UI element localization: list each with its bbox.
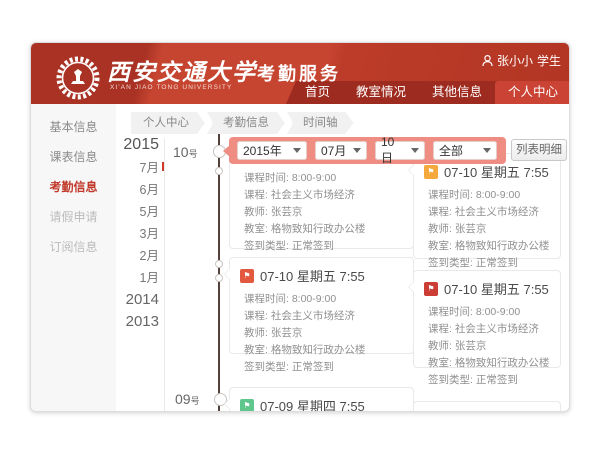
card-title: 07-10 星期五 7:55 — [444, 282, 549, 297]
card-field: 课程时间: 8:00-9:00 — [428, 306, 521, 318]
current-month-marker — [162, 162, 164, 171]
card-arrow — [408, 281, 414, 293]
chevron-down-icon — [483, 148, 491, 157]
tab-other-info[interactable]: 其他信息 — [431, 85, 482, 99]
breadcrumb-timeline[interactable]: 时间轴 — [287, 112, 354, 134]
user-role: 学生 — [536, 54, 561, 68]
sidebar-item-schedule-info[interactable]: 课表信息 — [49, 150, 98, 164]
breadcrumb-personal-center[interactable]: 个人中心 — [131, 112, 205, 134]
card-field: 课程: 社会主义市场经济 — [244, 189, 355, 201]
scale-month-mar[interactable]: 3月 — [139, 227, 159, 241]
scale-month-jun[interactable]: 6月 — [139, 183, 159, 197]
tab-home[interactable]: 首页 — [304, 85, 330, 99]
sidebar-item-attendance-info[interactable]: 考勤信息 — [49, 180, 98, 194]
card-title: 07-10 星期五 7:55 — [260, 269, 365, 284]
card-field: 教室: 格物致知行政办公楼 — [244, 223, 366, 235]
card-title: 07-10 星期五 7:55 — [444, 165, 549, 180]
card-field: 签到类型: 正常签到 — [244, 361, 334, 373]
scale-year-2014[interactable]: 2014 — [125, 291, 159, 308]
card-field: 签到类型: 正常签到 — [244, 240, 334, 252]
card-field: 教室: 格物致知行政办公楼 — [244, 344, 366, 356]
sidebar-item-leave-request[interactable]: 请假申请 — [49, 210, 98, 224]
signin-status-icon: ⚑ — [240, 398, 254, 411]
timeline-scale: 2015 7月 6月 5月 3月 2月 1月 2014 2013 — [91, 133, 159, 333]
person-icon — [482, 54, 493, 66]
attendance-card-3: ⚑ 07-10 星期五 7:55 课程时间: 8:00-9:00 课程: 社会主… — [224, 257, 414, 373]
chevron-down-icon — [293, 148, 301, 157]
card-field: 课程时间: 8:00-9:00 — [428, 189, 521, 201]
timeline-node — [215, 274, 223, 282]
signin-status-icon: ⚑ — [240, 268, 254, 283]
sidebar-item-basic-info[interactable]: 基本信息 — [49, 120, 98, 134]
signin-status-icon: ⚑ — [424, 281, 438, 296]
card-field: 教师: 张芸京 — [244, 327, 303, 339]
attendance-card-2: ⚑ 07-10 星期五 7:55 课程时间: 8:00-9:00 课程: 社会主… — [408, 153, 561, 269]
card-field: 教师: 张芸京 — [244, 206, 303, 218]
card-field: 课程时间: 8:00-9:00 — [244, 293, 337, 305]
user-info[interactable]: 张小小 学生 — [482, 52, 561, 69]
card-field: 签到类型: 正常签到 — [428, 257, 518, 269]
breadcrumb: 个人中心 考勤信息 时间轴 — [131, 112, 356, 134]
card-field: 教师: 张芸京 — [428, 340, 487, 352]
card-field: 课程: 社会主义市场经济 — [244, 310, 355, 322]
university-name-en: XI'AN JIAO TONG UNIVERSITY — [110, 84, 233, 91]
scale-month-may[interactable]: 5月 — [139, 205, 159, 219]
main-nav: 首页 教室情况 其他信息 个人中心 — [292, 81, 569, 104]
card-field: 签到类型: 正常签到 — [428, 374, 518, 386]
university-name-cn: 西安交通大学 — [107, 59, 257, 86]
day-dropdown[interactable]: 10日 — [375, 135, 425, 165]
scale-divider — [164, 138, 165, 411]
type-dropdown[interactable]: 全部 — [433, 141, 497, 160]
scale-month-jul[interactable]: 7月 — [139, 161, 159, 175]
timeline-node — [215, 260, 223, 268]
month-dropdown[interactable]: 07月 — [315, 141, 367, 160]
attendance-card-5: ⚑ 07-09 星期四 7:55 — [224, 387, 414, 412]
university-logo-icon — [56, 56, 100, 100]
card-title: 07-09 星期四 7:55 — [260, 399, 365, 412]
card-field: 教室: 格物致知行政办公楼 — [428, 357, 550, 369]
filter-bar: 2015年 07月 10日 全部 — [223, 135, 506, 165]
chevron-down-icon — [411, 148, 419, 157]
card-arrow — [408, 164, 414, 176]
sidebar: 基本信息 课表信息 考勤信息 请假申请 订阅信息 — [31, 104, 116, 411]
scale-month-feb[interactable]: 2月 — [139, 249, 159, 263]
user-name: 张小小 — [496, 54, 533, 68]
card-field: 教师: 张芸京 — [428, 223, 487, 235]
card-field: 课程时间: 8:00-9:00 — [244, 172, 337, 184]
tab-classrooms[interactable]: 教室情况 — [355, 85, 406, 99]
card-field: 课程: 社会主义市场经济 — [428, 323, 539, 335]
year-dropdown[interactable]: 2015年 — [237, 141, 307, 160]
card-arrow — [224, 398, 230, 410]
sidebar-item-subscription-info[interactable]: 订阅信息 — [49, 240, 98, 254]
timeline-node — [215, 167, 223, 175]
chevron-down-icon — [353, 148, 361, 157]
app-window: 西安交通大学 XI'AN JIAO TONG UNIVERSITY 考勤服务 张… — [30, 42, 570, 412]
card-field: 教室: 格物致知行政办公楼 — [428, 240, 550, 252]
list-detail-button[interactable]: 列表明细 — [511, 139, 567, 161]
scale-year-2015[interactable]: 2015 — [123, 136, 159, 153]
breadcrumb-attendance-info[interactable]: 考勤信息 — [207, 112, 285, 134]
scale-year-2013[interactable]: 2013 — [125, 313, 159, 330]
day-marker-09: 09号 — [175, 391, 200, 407]
scale-month-jan[interactable]: 1月 — [139, 271, 159, 285]
signin-status-icon: ⚑ — [424, 164, 438, 179]
attendance-card-4: ⚑ 07-10 星期五 7:55 课程时间: 8:00-9:00 课程: 社会主… — [408, 270, 561, 386]
attendance-card-partial — [413, 401, 561, 411]
tab-personal-center[interactable]: 个人中心 — [494, 81, 569, 104]
card-arrow — [224, 268, 230, 280]
app-header: 西安交通大学 XI'AN JIAO TONG UNIVERSITY 考勤服务 张… — [31, 43, 569, 104]
card-field: 课程: 社会主义市场经济 — [428, 206, 539, 218]
day-marker-10: 10号 — [173, 144, 198, 160]
app-title: 考勤服务 — [257, 64, 341, 84]
